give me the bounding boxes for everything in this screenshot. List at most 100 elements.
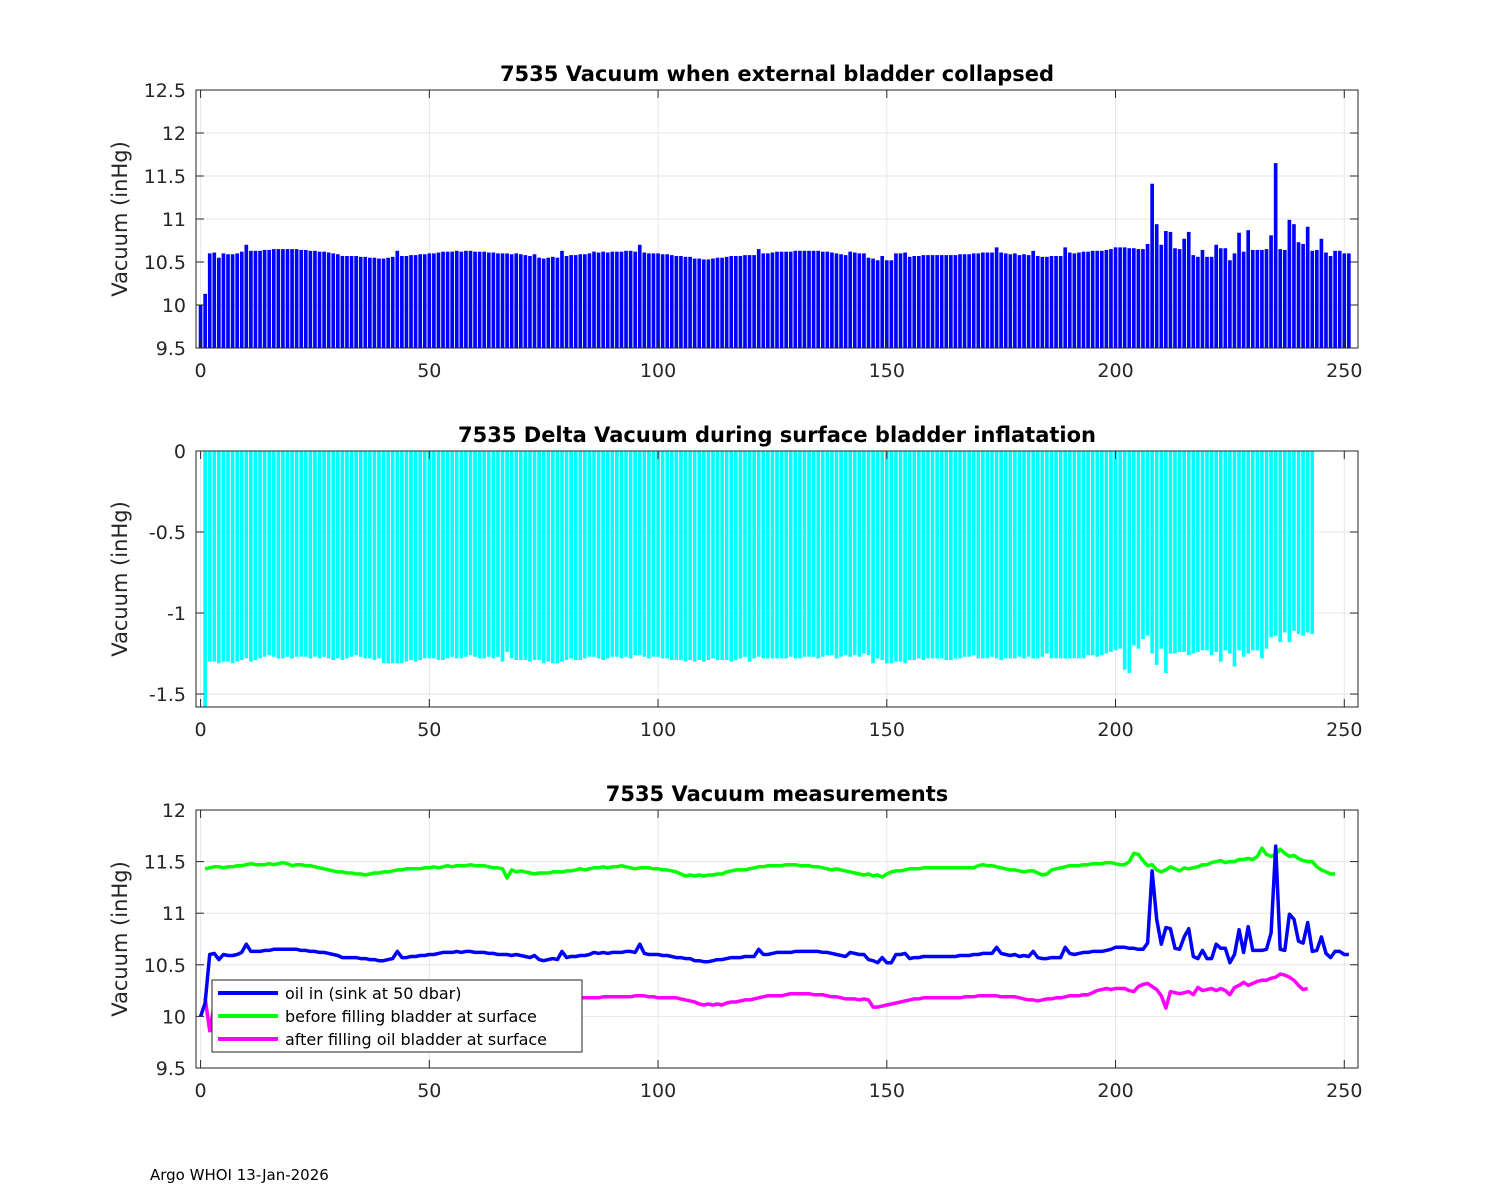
bar xyxy=(1113,247,1118,348)
x-tick-label: 200 xyxy=(1097,1080,1133,1102)
chart-title: 7535 Vacuum when external bladder collap… xyxy=(500,62,1054,86)
y-axis-label: Vacuum (inHg) xyxy=(108,141,132,297)
bar xyxy=(1118,451,1122,649)
bar xyxy=(1232,253,1237,348)
bar xyxy=(267,451,272,656)
bar xyxy=(303,249,308,348)
bar xyxy=(802,451,807,657)
y-tick-label: 0 xyxy=(174,441,186,463)
bar xyxy=(427,253,432,348)
bar xyxy=(518,254,523,348)
bar xyxy=(1141,249,1145,348)
bar xyxy=(285,451,290,657)
bar xyxy=(615,251,619,348)
bar xyxy=(985,451,990,659)
bar xyxy=(926,255,930,348)
bar xyxy=(564,255,569,348)
bar xyxy=(546,257,551,348)
bar xyxy=(711,258,715,348)
x-tick-label: 50 xyxy=(417,360,441,382)
bar xyxy=(1067,252,1072,348)
bar xyxy=(1282,249,1287,348)
bar xyxy=(1077,252,1081,348)
bar xyxy=(701,259,706,348)
bar xyxy=(1173,248,1177,348)
bar xyxy=(857,253,862,348)
bar xyxy=(1237,232,1241,348)
bar xyxy=(1077,451,1081,659)
bar xyxy=(903,252,907,348)
bar xyxy=(486,451,491,657)
bar xyxy=(560,451,564,662)
bar xyxy=(1296,242,1301,348)
bar xyxy=(1022,254,1026,348)
bar xyxy=(1214,244,1219,348)
bar xyxy=(532,254,537,348)
bar xyxy=(1003,451,1008,659)
bar xyxy=(921,255,926,348)
bar xyxy=(1090,451,1095,656)
bar xyxy=(1040,256,1045,348)
bar xyxy=(276,249,281,348)
bar xyxy=(203,293,207,348)
bar xyxy=(441,251,445,348)
bar xyxy=(939,451,944,659)
bar xyxy=(692,451,697,662)
bar xyxy=(1168,451,1173,654)
bar xyxy=(546,451,551,662)
y-tick-label: 11.5 xyxy=(144,852,186,874)
bar xyxy=(294,249,299,348)
bar xyxy=(642,451,647,657)
bar xyxy=(807,250,811,348)
bar xyxy=(1273,451,1278,636)
bar xyxy=(322,451,326,657)
bar xyxy=(335,254,340,348)
bar xyxy=(253,451,258,661)
bar xyxy=(967,254,971,348)
bar xyxy=(308,250,313,348)
bar xyxy=(555,257,560,348)
x-tick-label: 200 xyxy=(1097,360,1133,382)
bar xyxy=(349,255,354,348)
bar xyxy=(656,451,660,657)
bar xyxy=(1132,451,1136,646)
bar xyxy=(930,255,935,348)
bar xyxy=(244,451,249,659)
bar xyxy=(1305,226,1310,348)
bar xyxy=(432,451,436,659)
bar xyxy=(239,251,244,348)
bar xyxy=(871,258,875,348)
bar xyxy=(583,451,587,659)
bar xyxy=(697,258,702,348)
y-tick-label: 12 xyxy=(162,800,186,822)
bar xyxy=(839,451,843,657)
bar xyxy=(793,250,798,348)
bar xyxy=(976,451,981,659)
bar xyxy=(1003,253,1008,348)
bar xyxy=(912,451,917,661)
bar xyxy=(999,451,1003,661)
bar xyxy=(212,451,217,662)
bar xyxy=(967,451,971,657)
bar xyxy=(518,451,523,661)
bar xyxy=(669,451,674,661)
bar xyxy=(313,250,317,348)
bar xyxy=(647,451,651,659)
bar xyxy=(756,451,761,657)
chart-panel-1: 0 50 100 150 200 250 9.5 10 10.5 11 11.5 12 12.5 7535… xyxy=(108,62,1362,382)
bar xyxy=(491,252,496,348)
bar xyxy=(898,451,903,662)
bar xyxy=(1310,451,1315,635)
bar xyxy=(326,252,331,348)
bar xyxy=(743,255,747,348)
bar xyxy=(907,451,912,661)
bar xyxy=(1301,243,1305,348)
bar xyxy=(866,257,871,348)
x-tick-label: 250 xyxy=(1326,360,1362,382)
x-tick-label: 0 xyxy=(195,719,207,741)
bar xyxy=(1269,235,1273,348)
bar xyxy=(1347,253,1351,348)
bar xyxy=(221,451,226,662)
bar xyxy=(981,252,985,348)
